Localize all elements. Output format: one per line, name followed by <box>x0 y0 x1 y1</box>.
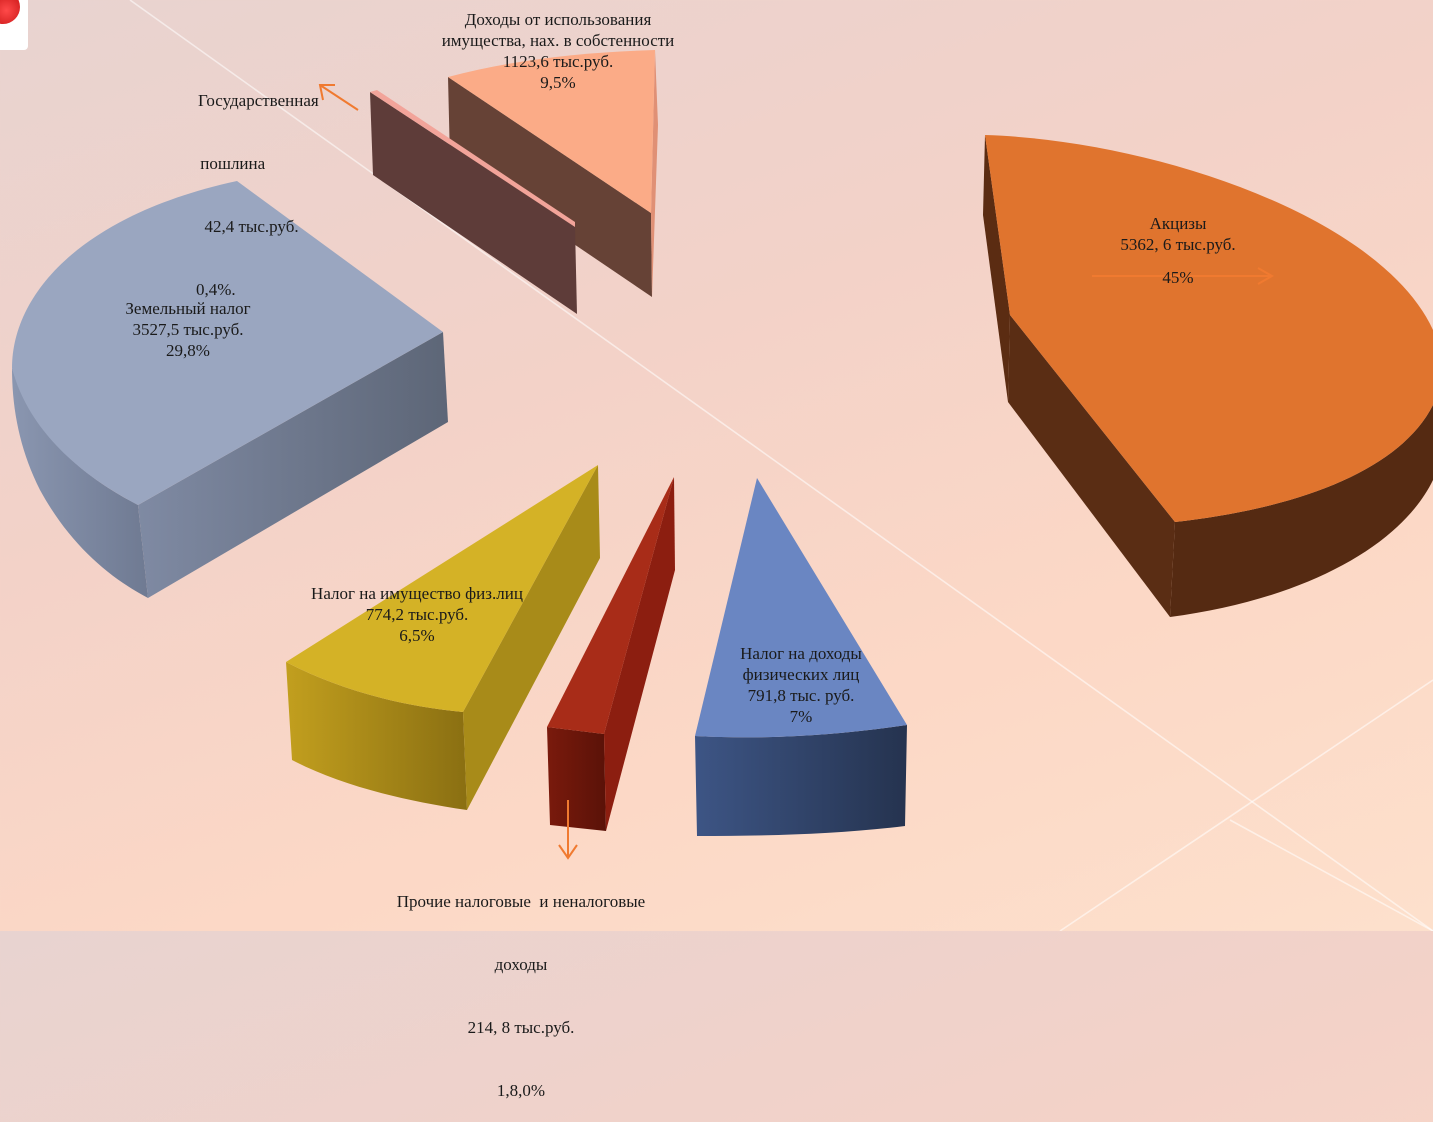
label-gos-poshlina-name-1: Государственная <box>198 91 319 110</box>
slice-gos-poshlina-side <box>370 92 577 314</box>
slice-akcizy-top <box>985 135 1433 522</box>
label-akcizy: Акцизы 5362, 6 тыс.руб. 45% <box>1098 213 1258 288</box>
label-dohody-imushestva-value: 1123,6 тыс.руб. <box>502 52 614 71</box>
slice-nalog-imushestvo-top <box>286 465 598 712</box>
label-dohody-imushestva-name-1: Доходы от использования <box>464 10 652 29</box>
label-nalog-imushestvo-percent: 6,5% <box>399 626 435 645</box>
slice-akcizy-side-front <box>1008 315 1175 617</box>
label-dohody-imushestva-percent: 9,5% <box>540 73 576 92</box>
arrow-gos-poshlina-icon <box>318 84 359 111</box>
label-zemelny-name: Земельный налог <box>125 299 251 318</box>
label-prochie: Прочие налоговые и неналоговые доходы 21… <box>361 849 681 1122</box>
label-ndfl-percent: 7% <box>789 707 813 726</box>
slice-nalog-imushestvo[interactable] <box>286 465 600 810</box>
slice-gos-poshlina[interactable] <box>370 90 577 314</box>
slice-dohody-imushestva-side <box>448 77 652 297</box>
arrow-prochie-icon <box>558 800 578 860</box>
slice-nalog-imushestvo-front <box>286 662 467 810</box>
slice-akcizy-rim <box>1170 405 1433 617</box>
label-nalog-imushestvo-value: 774,2 тыс.руб. <box>365 605 469 624</box>
label-prochie-value: 214, 8 тыс.руб. <box>467 1018 575 1037</box>
label-gos-poshlina: Государственная пошлина 42,4 тыс.руб. 0,… <box>196 48 356 321</box>
label-prochie-name-1: Прочие налоговые и неналоговые <box>396 892 646 911</box>
label-prochie-name-2: доходы <box>494 955 548 974</box>
arrow-akcizy-icon <box>1092 267 1275 285</box>
label-zemelny-value: 3527,5 тыс.руб. <box>132 320 244 339</box>
label-zemelny: Земельный налог 3527,5 тыс.руб. 29,8% <box>98 298 278 361</box>
label-dohody-imushestva-name-2: имущества, нах. в собстенности <box>441 31 675 50</box>
slice-akcizy-side <box>983 135 1010 402</box>
slice-nalog-imushestvo-side <box>463 465 600 810</box>
slice-prochie-top <box>547 477 674 734</box>
slice-zemelny-side <box>12 368 148 598</box>
label-nalog-imushestvo-name: Налог на имущество физ.лиц <box>311 584 523 603</box>
pie-chart-3d <box>12 0 1433 931</box>
label-akcizy-percent: 45% <box>1162 268 1194 287</box>
slice-dohody-imushestva-top <box>448 50 655 213</box>
label-prochie-percent: 1,8,0% <box>496 1081 546 1100</box>
label-ndfl-value: 791,8 тыс. руб. <box>747 686 855 705</box>
slice-prochie[interactable] <box>547 477 675 831</box>
slice-ndfl-front <box>695 725 907 836</box>
label-ndfl-name-1: Налог на доходы <box>740 644 862 663</box>
slice-zemelny[interactable] <box>12 181 448 598</box>
label-arrows <box>318 84 1275 860</box>
logo-corner <box>0 0 28 50</box>
label-gos-poshlina-percent: 0,4%. <box>196 280 236 299</box>
slice-zemelny-top <box>12 181 443 505</box>
slice-akcizy[interactable] <box>983 135 1433 617</box>
label-gos-poshlina-name-2: пошлина <box>196 154 266 173</box>
slice-ndfl-top <box>695 478 907 738</box>
label-zemelny-percent: 29,8% <box>166 341 210 360</box>
background-decoration <box>129 0 1433 931</box>
label-ndfl: Налог на доходы физических лиц 791,8 тыс… <box>712 643 890 727</box>
label-akcizy-value: 5362, 6 тыс.руб. <box>1120 235 1236 254</box>
slice-prochie-front <box>547 727 606 831</box>
slice-zemelny-side-right <box>138 332 448 598</box>
slice-ndfl[interactable] <box>695 478 907 836</box>
label-gos-poshlina-value: 42,4 тыс.руб. <box>196 217 299 236</box>
slice-prochie-side <box>604 477 675 831</box>
label-dohody-imushestva: Доходы от использования имущества, нах. … <box>408 9 708 93</box>
slice-gos-poshlina-top <box>370 90 575 227</box>
slice-dohody-imushestva-edge <box>651 50 658 297</box>
label-akcizy-name: Акцизы <box>1149 214 1207 233</box>
label-ndfl-name-2: физических лиц <box>742 665 860 684</box>
slice-dohody-imushestva[interactable] <box>448 50 658 297</box>
label-nalog-imushestvo: Налог на имущество физ.лиц 774,2 тыс.руб… <box>282 583 552 646</box>
